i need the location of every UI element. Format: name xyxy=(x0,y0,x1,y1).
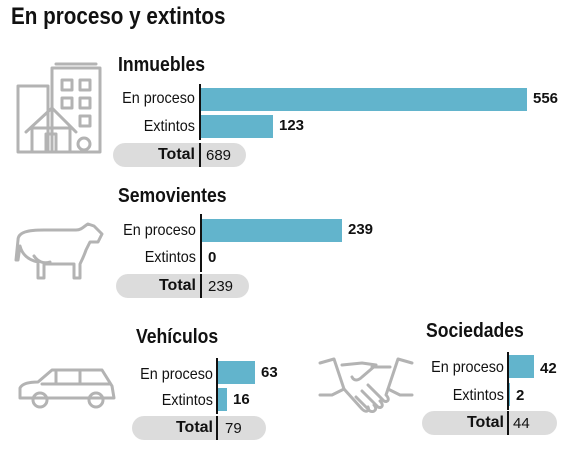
inmuebles-value-en-proceso: 556 xyxy=(533,90,559,107)
sociedades-bar-extintos xyxy=(509,383,510,406)
page-title: En proceso y extintos xyxy=(11,3,226,30)
sociedades-cat-en-proceso: En proceso xyxy=(431,359,504,376)
building-icon xyxy=(16,62,102,154)
semovientes-value-extintos: 0 xyxy=(208,249,217,266)
car-icon xyxy=(18,368,116,409)
sociedades-axis xyxy=(507,352,509,410)
vehiculos-cat-en-proceso: En proceso xyxy=(140,366,213,383)
inmuebles-bar-extintos xyxy=(201,115,273,138)
inmuebles-cat-en-proceso: En proceso xyxy=(122,90,195,107)
sociedades-bar-en-proceso xyxy=(509,355,534,378)
inmuebles-total-pill xyxy=(113,143,246,167)
vehiculos-total-label: Total xyxy=(175,419,213,436)
inmuebles-axis xyxy=(199,84,201,140)
vehiculos-total-value: 79 xyxy=(225,420,242,437)
sociedades-cat-extintos: Extintos xyxy=(452,387,504,404)
vehiculos-total-axis xyxy=(216,416,218,440)
semovientes-value-en-proceso: 239 xyxy=(348,221,374,238)
sociedades-total-value: 44 xyxy=(513,415,530,432)
sociedades-total-label: Total xyxy=(466,414,504,431)
inmuebles-value-extintos: 123 xyxy=(279,117,305,134)
semovientes-total-value: 239 xyxy=(208,278,234,295)
semovientes-bar-en-proceso xyxy=(202,219,342,242)
vehiculos-axis xyxy=(216,358,218,414)
vehiculos-cat-extintos: Extintos xyxy=(161,392,213,409)
sociedades-total-axis xyxy=(507,411,509,435)
vehiculos-value-en-proceso: 63 xyxy=(261,364,278,381)
vehiculos-title: Vehículos xyxy=(136,326,219,348)
sociedades-total-pill xyxy=(422,411,557,435)
sociedades-value-en-proceso: 42 xyxy=(540,360,557,377)
semovientes-total-axis xyxy=(200,274,202,298)
sociedades-title: Sociedades xyxy=(426,320,524,342)
semovientes-cat-extintos: Extintos xyxy=(144,249,196,266)
vehiculos-total-pill xyxy=(132,416,266,440)
inmuebles-total-label: Total xyxy=(157,146,195,163)
inmuebles-title: Inmuebles xyxy=(118,54,206,76)
vehiculos-value-extintos: 16 xyxy=(233,391,250,408)
vehiculos-bar-en-proceso xyxy=(218,361,255,384)
semovientes-title: Semovientes xyxy=(118,185,227,207)
semovientes-cat-en-proceso: En proceso xyxy=(123,222,196,239)
semovientes-axis xyxy=(200,214,202,272)
sociedades-value-extintos: 2 xyxy=(516,387,525,404)
inmuebles-total-value: 689 xyxy=(206,147,232,164)
vehiculos-bar-extintos xyxy=(218,388,227,411)
semovientes-total-pill xyxy=(116,274,249,298)
handshake-icon xyxy=(318,357,414,413)
cow-icon xyxy=(14,222,104,280)
inmuebles-cat-extintos: Extintos xyxy=(143,118,195,135)
semovientes-total-label: Total xyxy=(158,277,196,294)
inmuebles-bar-en-proceso xyxy=(201,88,527,111)
inmuebles-total-axis xyxy=(199,143,201,167)
